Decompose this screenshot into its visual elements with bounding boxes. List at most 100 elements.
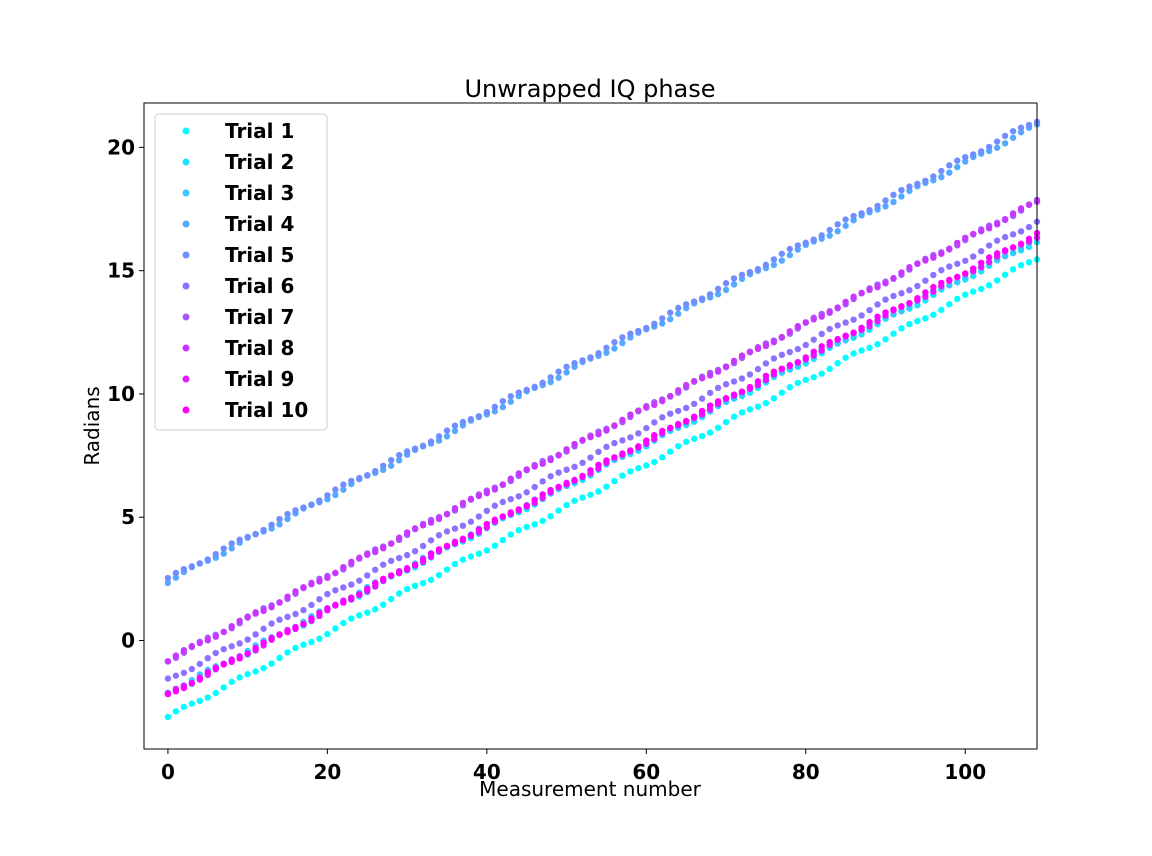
data-point: [563, 363, 570, 370]
data-point: [946, 301, 953, 308]
data-point: [898, 303, 905, 310]
data-point: [435, 546, 443, 553]
data-point: [507, 475, 514, 482]
series-1: [164, 256, 1041, 721]
data-point: [698, 407, 706, 415]
data-point: [411, 445, 419, 452]
data-point: [962, 270, 969, 277]
legend-entry: Trial 5: [182, 243, 294, 267]
data-point: [531, 483, 538, 491]
data-point: [1017, 129, 1025, 136]
data-point: [499, 536, 506, 544]
legend-marker: [182, 158, 190, 166]
data-point: [698, 395, 706, 402]
data-point: [627, 434, 634, 441]
data-point: [276, 521, 283, 528]
data-point: [1009, 210, 1017, 217]
data-point: [906, 287, 913, 294]
data-point: [547, 456, 554, 464]
data-point: [786, 251, 794, 259]
data-point: [475, 513, 483, 520]
data-point: [443, 433, 451, 440]
data-point: [698, 375, 706, 382]
data-point: [993, 237, 1001, 244]
data-point: [690, 413, 698, 420]
data-point: [946, 169, 953, 176]
data-point: [459, 522, 467, 529]
data-point: [698, 295, 706, 302]
data-point: [1001, 140, 1009, 147]
data-point: [914, 282, 921, 290]
data-point: [1025, 223, 1033, 231]
data-point: [1009, 127, 1017, 135]
data-point: [507, 531, 514, 538]
data-point: [985, 242, 993, 249]
data-point: [292, 507, 299, 514]
data-point: [818, 370, 825, 377]
data-point: [930, 271, 937, 279]
data-point: [842, 298, 849, 306]
data-point: [690, 435, 698, 442]
data-point: [587, 491, 594, 499]
data-point: [164, 713, 172, 721]
data-point: [1001, 215, 1009, 223]
data-point: [954, 163, 961, 171]
legend: Trial 1 Trial 2 Trial 3 Trial 4 Trial 5 Trial…: [154, 113, 328, 431]
data-point: [898, 186, 905, 194]
data-point: [627, 447, 634, 455]
data-point: [356, 554, 363, 561]
data-point: [786, 245, 794, 253]
data-point: [993, 138, 1001, 145]
data-point: [858, 347, 865, 354]
data-point: [977, 247, 985, 255]
data-point: [236, 617, 243, 624]
data-point: [826, 325, 833, 333]
series-6: [164, 218, 1041, 682]
data-point: [914, 260, 921, 267]
data-point: [332, 491, 339, 499]
data-point: [603, 427, 610, 434]
data-point: [180, 647, 188, 654]
data-point: [1009, 134, 1017, 141]
data-point: [419, 542, 427, 550]
data-point: [180, 565, 188, 573]
data-point: [786, 362, 794, 370]
x-axis-label: Measurement number: [479, 777, 701, 801]
data-point: [419, 442, 427, 449]
data-point: [364, 585, 371, 593]
data-point: [555, 368, 562, 375]
data-point: [427, 550, 435, 557]
data-point: [746, 371, 754, 378]
data-point: [172, 652, 180, 659]
x-tick-label: 60: [632, 760, 660, 784]
data-point: [938, 306, 945, 314]
data-point: [459, 536, 467, 544]
data-point: [730, 378, 738, 385]
data-point: [682, 438, 690, 446]
data-point: [946, 162, 953, 169]
data-point: [324, 605, 331, 612]
data-point: [706, 402, 714, 409]
data-point: [611, 477, 618, 485]
data-point: [722, 418, 730, 426]
data-point: [770, 256, 778, 263]
data-point: [300, 504, 307, 511]
data-point: [619, 334, 626, 341]
data-point: [842, 222, 849, 229]
data-point: [395, 534, 403, 541]
data-point: [284, 510, 291, 518]
data-point: [954, 157, 961, 164]
data-point: [603, 457, 610, 464]
data-point: [547, 513, 554, 520]
data-point: [276, 616, 283, 623]
data-point: [220, 684, 227, 691]
data-point: [730, 275, 738, 282]
data-point: [778, 257, 786, 264]
data-point: [667, 309, 674, 316]
data-point: [164, 675, 172, 682]
data-point: [459, 499, 467, 507]
data-point: [467, 495, 475, 503]
data-point: [188, 665, 196, 673]
data-point: [547, 486, 554, 494]
data-point: [635, 327, 642, 335]
